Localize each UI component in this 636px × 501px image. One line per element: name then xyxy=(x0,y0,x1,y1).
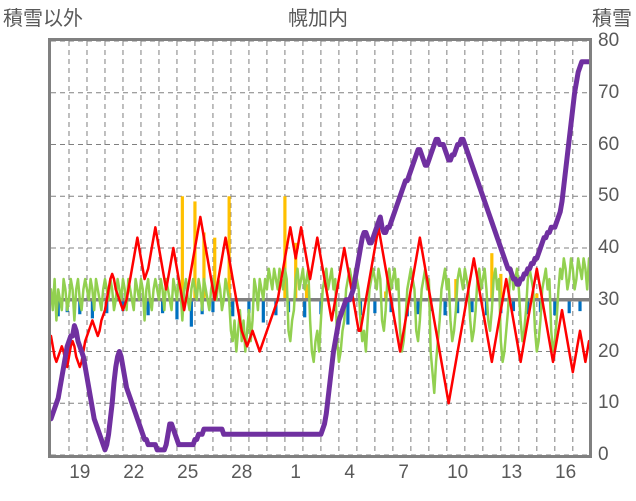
y-right-tick: 70 xyxy=(598,81,620,103)
plot-inner xyxy=(51,41,589,455)
x-tick: 13 xyxy=(501,462,523,483)
x-tick: 28 xyxy=(231,462,253,483)
y-right-tick: 80 xyxy=(598,30,620,51)
x-tick: 7 xyxy=(398,462,409,483)
x-tick: 19 xyxy=(69,462,91,483)
y-right-tick: 60 xyxy=(598,133,620,155)
y-right-tick: 0 xyxy=(598,444,609,465)
left-axis-title: 積雪以外 xyxy=(3,8,83,30)
x-tick: 25 xyxy=(177,462,199,483)
plot-area xyxy=(48,38,592,458)
y-right-tick: 40 xyxy=(598,237,620,258)
right-axis-title: 積雪 xyxy=(592,8,632,30)
plot-svg xyxy=(51,41,589,455)
y-right-tick: 50 xyxy=(598,185,620,207)
x-tick: 10 xyxy=(447,462,469,483)
y-right-tick: 30 xyxy=(598,288,620,310)
x-tick: 4 xyxy=(344,462,355,483)
chart-title: 幌加内 xyxy=(288,8,348,30)
x-tick: 16 xyxy=(555,462,577,483)
x-tick: 1 xyxy=(290,462,301,483)
x-tick: 22 xyxy=(123,462,145,483)
y-right-tick: 20 xyxy=(598,340,620,362)
y-right-tick: 10 xyxy=(598,392,620,414)
